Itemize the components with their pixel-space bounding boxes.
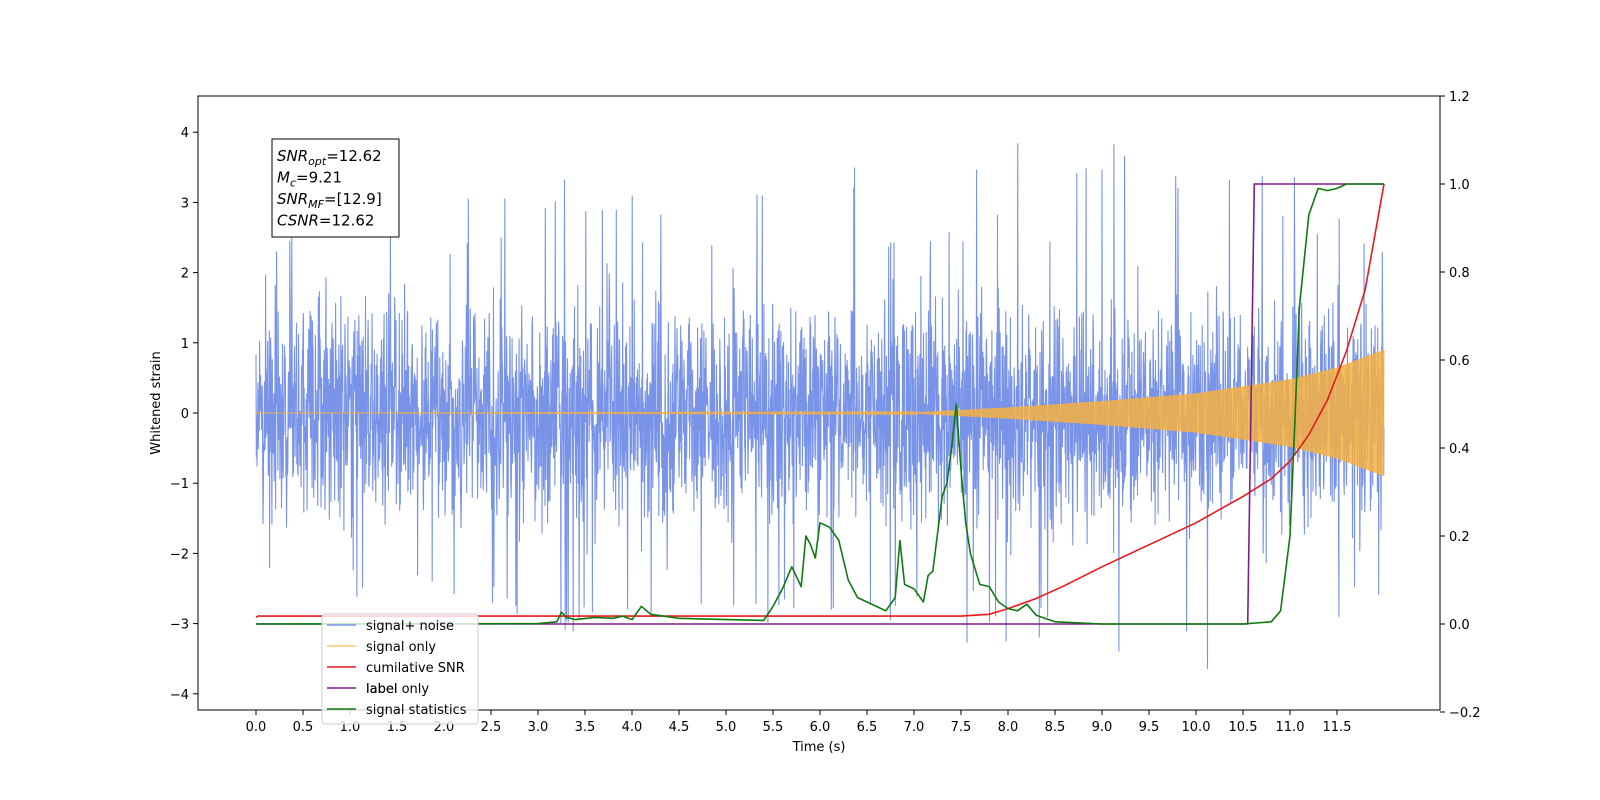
annotation-line: CSNR=12.62 (277, 212, 374, 230)
x-tick-label: 11.0 (1276, 720, 1305, 735)
x-axis-ticks: 0.0 0.5 1.0 1.5 2.0 2.5 3.0 3.5 4.0 4.5 5.0 5.5 6.0 6… (246, 710, 1352, 735)
annotation-line: SNRMF=[12.9] (277, 190, 382, 211)
y-tick-label: −2 (170, 547, 189, 562)
y2-axis-ticks: 1.2 1.0 0.8 0.6 0.4 0.2 0.0 −0.2 (1440, 90, 1481, 721)
x-tick-label: 5.5 (763, 720, 784, 735)
y-tick-label: −1 (170, 477, 189, 492)
series-signal-statistics-line (255, 183, 1384, 625)
y-tick-label: 0 (181, 407, 189, 422)
x-tick-label: 6.0 (810, 720, 831, 735)
y2-tick-label: 0.2 (1449, 530, 1470, 545)
y-tick-label: 4 (181, 126, 189, 141)
x-tick-label: 4.0 (622, 720, 643, 735)
x-tick-label: 8.5 (1045, 720, 1066, 735)
annotation-line: Mc=9.21 (277, 169, 342, 190)
x-tick-label: 9.0 (1092, 720, 1113, 735)
x-tick-label: 11.5 (1323, 720, 1352, 735)
series-label-line (256, 183, 1384, 625)
legend-label-signal-noise: signal+ noise (366, 619, 454, 634)
x-tick-label: 0.0 (246, 720, 267, 735)
y2-tick-label: 0.8 (1449, 266, 1470, 281)
series-signal-only-line (256, 349, 1385, 477)
x-tick-label: 10.0 (1182, 720, 1211, 735)
y-tick-label: 3 (181, 196, 189, 211)
y2-tick-label: 1.0 (1449, 178, 1470, 193)
y-tick-label: −4 (170, 688, 189, 703)
series-cumilative-snr-line (255, 183, 1385, 619)
x-tick-label: 3.5 (575, 720, 596, 735)
x-tick-label: 10.5 (1229, 720, 1258, 735)
legend-frame (321, 613, 479, 725)
x-tick-label: 7.5 (951, 720, 972, 735)
y-tick-label: 1 (181, 337, 189, 352)
y-axis-label: Whitened strain (149, 351, 164, 454)
y2-tick-label: −0.2 (1449, 706, 1481, 721)
x-tick-label: 7.0 (904, 720, 925, 735)
x-tick-label: 5.0 (716, 720, 737, 735)
snr-annotation-box: SNRopt=12.62Mc=9.21SNRMF=[12.9]CSNR=12.6… (271, 138, 400, 238)
annotation-frame (271, 138, 400, 238)
legend-label-signal-statistics: signal statistics (366, 703, 467, 718)
y2-tick-label: 0.6 (1449, 354, 1470, 369)
annotation-line: SNRopt=12.62 (277, 147, 382, 168)
legend: signal+ noise signal only cumilative SNR la… (321, 613, 479, 725)
legend-label-cumilative-snr: cumilative SNR (366, 661, 465, 676)
x-tick-label: 8.0 (998, 720, 1019, 735)
x-tick-label: 0.5 (293, 720, 314, 735)
x-tick-label: 9.5 (1139, 720, 1160, 735)
x-tick-label: 4.5 (669, 720, 690, 735)
y-axis-ticks: 4 3 2 1 0 −1 −2 −3 −4 (170, 126, 198, 703)
y-tick-label: −3 (170, 618, 189, 633)
x-tick-label: 2.5 (481, 720, 502, 735)
legend-label-signal-only: signal only (366, 640, 436, 655)
axes-frame (197, 95, 1441, 711)
x-axis-label: Time (s) (792, 740, 846, 755)
legend-label-label-only: label only (366, 682, 429, 697)
x-tick-label: 6.5 (857, 720, 878, 735)
y-tick-label: 2 (181, 267, 189, 282)
legend-label-label: label (366, 682, 397, 697)
plot-area (255, 143, 1385, 670)
y2-tick-label: 1.2 (1449, 90, 1470, 105)
y2-tick-label: 0.4 (1449, 442, 1470, 457)
x-tick-label: 3.0 (528, 720, 549, 735)
y2-tick-label: 0.0 (1449, 618, 1470, 633)
